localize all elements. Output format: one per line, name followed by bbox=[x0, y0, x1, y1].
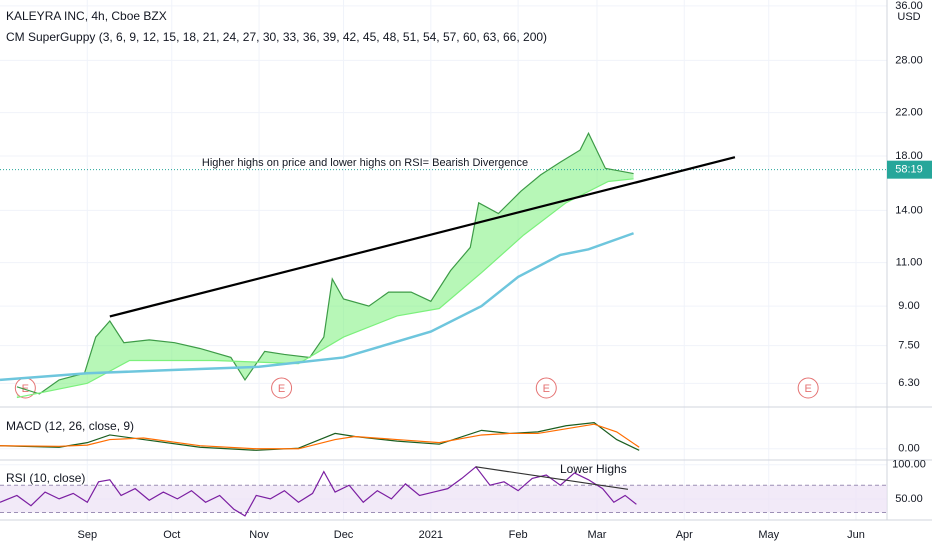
y-tick-label: 50.00 bbox=[895, 493, 923, 505]
earnings-marker bbox=[797, 377, 819, 399]
x-tick-label: Feb bbox=[509, 529, 528, 541]
y-tick-label: 9.00 bbox=[898, 300, 919, 312]
earnings-label: E bbox=[804, 383, 811, 395]
x-tick-label: Sep bbox=[78, 529, 98, 541]
x-tick-label: Apr bbox=[676, 529, 693, 541]
x-tick-label: 2021 bbox=[419, 529, 443, 541]
y-tick-label: 0.00 bbox=[898, 443, 919, 455]
series-line bbox=[109, 156, 736, 318]
x-tick-label: Dec bbox=[334, 529, 354, 541]
countdown-box bbox=[887, 160, 932, 179]
annotation: Lower Highs bbox=[560, 462, 627, 476]
series-line bbox=[0, 465, 637, 517]
x-tick-label: Oct bbox=[163, 529, 180, 541]
series-line bbox=[16, 131, 634, 395]
y-tick-label: 11.00 bbox=[896, 257, 923, 269]
x-tick-label: May bbox=[758, 529, 779, 541]
countdown: 58:19 bbox=[895, 164, 923, 176]
x-tick-label: Jun bbox=[847, 529, 865, 541]
earnings-marker bbox=[271, 377, 293, 399]
y-tick-label: 100.00 bbox=[892, 459, 926, 471]
series-line bbox=[0, 232, 634, 382]
symbol-title: KALEYRA INC, 4h, Cboe BZX bbox=[6, 9, 167, 23]
guppy-ribbon bbox=[16, 133, 634, 398]
y-tick-label: 28.00 bbox=[895, 54, 923, 66]
y-tick-label: 7.50 bbox=[898, 339, 919, 351]
series-line bbox=[16, 178, 634, 399]
x-tick-label: Mar bbox=[587, 529, 606, 541]
y-tick-label: 18.00 bbox=[895, 150, 923, 162]
x-tick-label: Nov bbox=[249, 529, 269, 541]
y-tick-label: 6.30 bbox=[898, 377, 919, 389]
indicator-title: CM SuperGuppy (3, 6, 9, 12, 15, 18, 21, … bbox=[6, 30, 547, 44]
currency: USD bbox=[897, 11, 920, 23]
y-tick-label: 22.00 bbox=[895, 106, 923, 118]
y-tick-label: 14.00 bbox=[895, 204, 923, 216]
earnings-marker bbox=[535, 377, 557, 399]
rsi-title: RSI (10, close) bbox=[6, 471, 85, 485]
y-tick-label: 36.00 bbox=[895, 0, 923, 12]
series-line bbox=[0, 423, 640, 450]
earnings-label: E bbox=[543, 383, 550, 395]
series-line bbox=[475, 466, 629, 490]
annotation: Higher highs on price and lower highs on… bbox=[202, 157, 528, 169]
macd-title: MACD (12, 26, close, 9) bbox=[6, 419, 134, 433]
earnings-label: E bbox=[278, 383, 285, 395]
